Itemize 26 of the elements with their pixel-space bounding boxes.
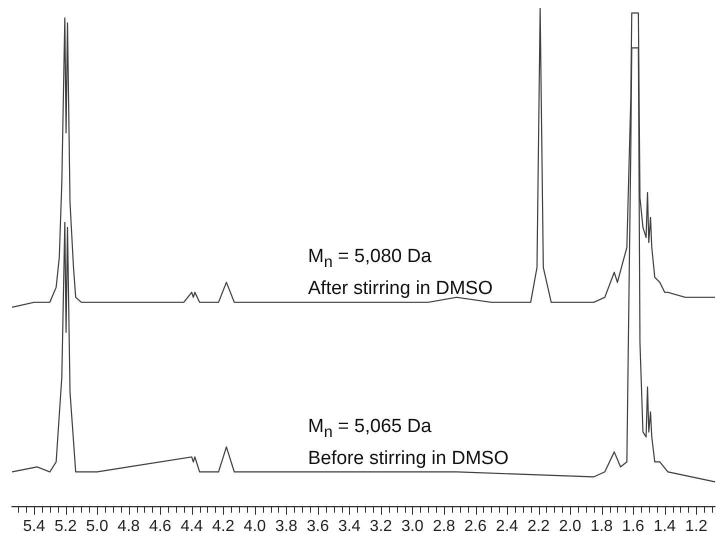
x-tick-label: 1.8	[590, 518, 613, 535]
x-tick-label: 5.4	[22, 518, 46, 535]
x-tick-label: 2.0	[558, 518, 582, 535]
x-tick-label: 4.6	[149, 518, 172, 535]
x-tick-label: 2.8	[432, 518, 456, 535]
x-tick-label: 1.4	[654, 518, 676, 535]
annotation: After stirring in DMSO	[308, 278, 493, 300]
x-tick-label: 1.6	[622, 518, 644, 535]
x-tick-label: 3.6	[306, 518, 330, 535]
x-tick-label: 1.2	[685, 518, 708, 535]
annotation: Before stirring in DMSO	[308, 448, 509, 470]
annotation: M$_{n}$ = 5,065 Da	[308, 416, 432, 442]
annotation: M$_{n}$ = 5,080 Da	[308, 246, 432, 272]
x-tick-label: 5.0	[86, 518, 108, 535]
x-tick-label: 3.0	[401, 518, 424, 535]
x-tick-label: 2.6	[464, 518, 487, 535]
x-tick-label: 3.4	[338, 518, 361, 535]
x-tick-label: 4.2	[212, 518, 234, 535]
x-tick-label: 3.2	[370, 518, 392, 535]
x-tick-label: 3.8	[275, 518, 298, 535]
x-tick-label: 4.8	[118, 518, 140, 535]
x-tick-label: 4.4	[180, 518, 203, 535]
x-tick-label: 4.0	[244, 518, 266, 535]
x-tick-label: 2.4	[496, 518, 518, 535]
x-tick-label: 2.2	[527, 518, 550, 535]
x-tick-label: 5.2	[54, 518, 77, 535]
